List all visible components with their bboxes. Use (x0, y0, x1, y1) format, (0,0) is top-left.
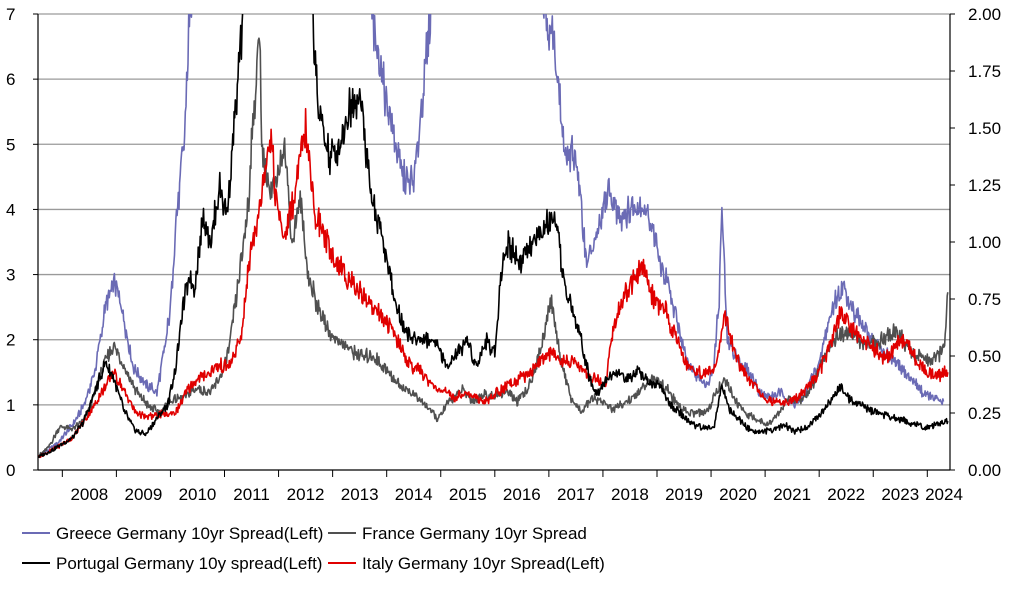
x-tick-label: 2020 (719, 485, 757, 504)
series-line (38, 107, 949, 459)
x-tick-label: 2022 (827, 485, 865, 504)
x-tick-label: 2014 (395, 485, 433, 504)
right-tick-label: 0.75 (968, 290, 1001, 309)
legend-item: Portugal Germany 10y spread(Left) (22, 554, 322, 573)
left-tick-label: 5 (6, 135, 15, 154)
right-tick-label: 0.25 (968, 404, 1001, 423)
left-tick-label: 3 (6, 266, 15, 285)
x-tick-label: 2023 (881, 485, 919, 504)
legend-label: Greece Germany 10yr Spread(Left) (56, 524, 323, 543)
x-tick-label: 2010 (179, 485, 217, 504)
left-tick-label: 2 (6, 331, 15, 350)
right-tick-label: 0.00 (968, 461, 1001, 480)
x-tick-label: 2016 (503, 485, 541, 504)
legend: Greece Germany 10yr Spread(Left) France G… (22, 524, 605, 573)
legend-item: Italy Germany 10yr Spread(Left) (328, 554, 605, 573)
right-tick-label: 1.75 (968, 62, 1001, 81)
x-tick-label: 2018 (611, 485, 649, 504)
x-tick-label: 2021 (773, 485, 811, 504)
left-axis-ticks: 0 1 2 3 4 5 6 7 (6, 5, 38, 480)
x-tick-label: 2019 (665, 485, 703, 504)
right-tick-label: 1.50 (968, 119, 1001, 138)
x-tick-label: 2011 (233, 485, 270, 504)
legend-label: Italy Germany 10yr Spread(Left) (362, 554, 605, 573)
x-tick-label: 2012 (287, 485, 325, 504)
left-tick-label: 1 (6, 396, 15, 415)
series-lines (38, 14, 949, 459)
x-tick-label: 2024 (925, 485, 963, 504)
left-tick-label: 6 (6, 70, 15, 89)
x-tick-label: 2013 (341, 485, 379, 504)
x-axis-ticks: 2008 2009 2010 2011 2012 2013 2014 2015 2016 2017… (61, 470, 963, 504)
x-tick-label: 2015 (449, 485, 487, 504)
left-tick-label: 0 (6, 461, 15, 480)
legend-label: France Germany 10yr Spread (362, 524, 587, 543)
right-tick-label: 0.50 (968, 347, 1001, 366)
x-tick-label: 2017 (557, 485, 595, 504)
series-line (38, 14, 949, 458)
right-axis-ticks: 0.00 0.25 0.50 0.75 1.00 1.25 1.50 1.75 2.00 (950, 5, 1001, 480)
right-tick-label: 1.25 (968, 176, 1001, 195)
right-tick-label: 1.00 (968, 233, 1001, 252)
x-tick-label: 2009 (125, 485, 163, 504)
legend-item: Greece Germany 10yr Spread(Left) (22, 524, 323, 543)
x-tick-label: 2008 (70, 485, 108, 504)
left-tick-label: 7 (6, 5, 15, 24)
legend-item: France Germany 10yr Spread (328, 524, 587, 543)
left-tick-label: 4 (6, 200, 15, 219)
legend-label: Portugal Germany 10y spread(Left) (56, 554, 322, 573)
right-tick-label: 2.00 (968, 5, 1001, 24)
